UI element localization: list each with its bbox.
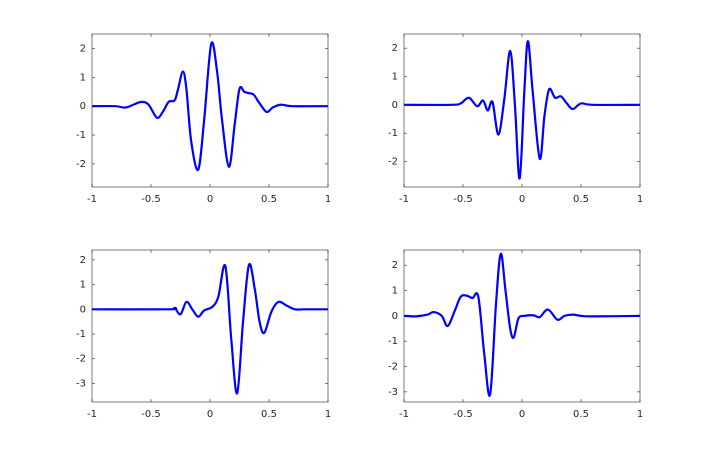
x-tick-label: -0.5 [141,409,161,420]
x-tick-label: -0.5 [141,194,161,205]
y-tick-label: 1 [392,72,398,83]
y-tick-label: -2 [76,354,86,365]
x-tick-label: 0.5 [261,409,277,420]
y-tick-label: 2 [392,260,398,271]
y-tick-label: -2 [76,159,86,170]
data-line [91,41,329,172]
axes-box [403,33,641,188]
x-tick-label: -1 [399,194,409,205]
y-tick-label: 0 [80,304,86,315]
x-tick-label: 0.5 [261,194,277,205]
x-tick-label: -0.5 [453,409,473,420]
y-tick-label: -1 [76,329,86,340]
axes-box [91,249,329,403]
y-tick-label: -1 [388,128,398,139]
axes-box [91,33,329,188]
x-tick-label: 0 [207,409,213,420]
x-tick-label: 0.5 [573,409,589,420]
y-tick-label: 2 [392,43,398,54]
x-tick-label: -1 [87,409,97,420]
data-line [91,262,328,395]
x-tick-label: 1 [637,194,643,205]
x-tick-label: 0 [519,409,525,420]
axes-box [403,249,641,403]
y-tick-label: 0 [392,100,398,111]
x-tick-label: -0.5 [453,194,473,205]
x-tick-label: -1 [87,194,97,205]
y-tick-label: 2 [80,43,86,54]
data-line [403,252,641,397]
y-tick-label: 1 [80,72,86,83]
y-tick-label: 0 [80,101,86,112]
y-tick-label: -3 [388,387,398,398]
y-tick-label: -2 [388,362,398,373]
y-tick-label: -1 [388,336,398,347]
x-tick-label: 1 [325,409,331,420]
x-tick-label: 1 [637,409,643,420]
y-tick-label: -1 [76,130,86,141]
x-tick-label: 0 [519,194,525,205]
y-tick-label: 0 [392,311,398,322]
x-tick-label: 1 [325,194,331,205]
x-tick-label: 0 [207,194,213,205]
y-tick-label: 1 [80,280,86,291]
x-tick-label: 0.5 [573,194,589,205]
y-tick-label: 2 [80,255,86,266]
y-tick-label: -2 [388,157,398,168]
data-line [403,39,641,180]
y-tick-label: 1 [392,286,398,297]
y-tick-label: -3 [76,378,86,389]
x-tick-label: -1 [399,409,409,420]
